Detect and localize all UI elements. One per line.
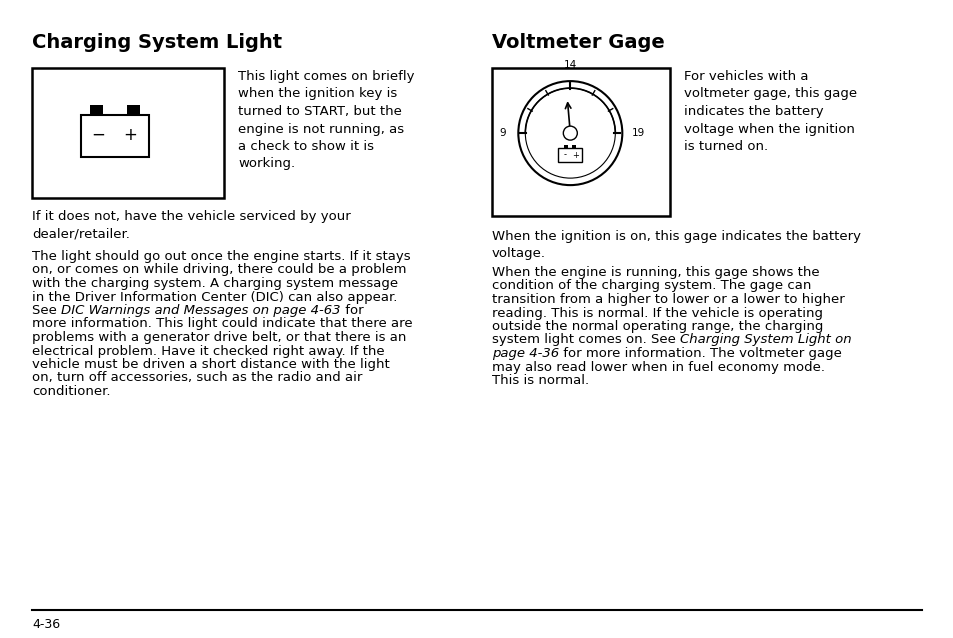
Bar	[572, 145, 576, 148]
Bar	[492, 68, 669, 216]
Bar	[32, 68, 224, 198]
Text: −: −	[91, 126, 106, 144]
Bar	[90, 105, 103, 115]
Text: 14: 14	[563, 60, 577, 70]
Bar	[564, 145, 568, 148]
Text: vehicle must be driven a short distance with the light: vehicle must be driven a short distance …	[32, 358, 390, 371]
Text: Voltmeter Gage: Voltmeter Gage	[492, 33, 664, 52]
Text: This light comes on briefly
when the ignition key is
turned to START, but the
en: This light comes on briefly when the ign…	[237, 70, 414, 170]
Text: for: for	[340, 304, 363, 317]
Text: The light should go out once the engine starts. If it stays: The light should go out once the engine …	[32, 250, 410, 263]
Text: on, or comes on while driving, there could be a problem: on, or comes on while driving, there cou…	[32, 263, 406, 276]
Text: 9: 9	[498, 128, 505, 138]
Text: reading. This is normal. If the vehicle is operating: reading. This is normal. If the vehicle …	[492, 306, 822, 320]
Text: When the engine is running, this gage shows the: When the engine is running, this gage sh…	[492, 266, 819, 279]
Text: 4-36: 4-36	[32, 618, 60, 631]
Bar	[558, 148, 581, 162]
Circle shape	[517, 81, 621, 185]
Text: condition of the charging system. The gage can: condition of the charging system. The ga…	[492, 279, 810, 292]
Text: +: +	[571, 151, 578, 160]
Text: When the ignition is on, this gage indicates the battery
voltage.: When the ignition is on, this gage indic…	[492, 230, 861, 260]
Text: conditioner.: conditioner.	[32, 385, 111, 398]
Text: more information. This light could indicate that there are: more information. This light could indic…	[32, 318, 413, 330]
Text: For vehicles with a
voltmeter gage, this gage
indicates the battery
voltage when: For vehicles with a voltmeter gage, this…	[683, 70, 856, 153]
Text: with the charging system. A charging system message: with the charging system. A charging sys…	[32, 277, 397, 290]
Circle shape	[525, 88, 615, 178]
Text: problems with a generator drive belt, or that there is an: problems with a generator drive belt, or…	[32, 331, 406, 344]
Text: DIC Warnings and Messages on page 4-63: DIC Warnings and Messages on page 4-63	[61, 304, 340, 317]
Text: +: +	[124, 126, 137, 144]
Text: 19: 19	[631, 128, 644, 138]
Text: may also read lower when in fuel economy mode.: may also read lower when in fuel economy…	[492, 360, 824, 373]
Text: in the Driver Information Center (DIC) can also appear.: in the Driver Information Center (DIC) c…	[32, 290, 397, 304]
Text: electrical problem. Have it checked right away. If the: electrical problem. Have it checked righ…	[32, 345, 384, 357]
Text: for more information. The voltmeter gage: for more information. The voltmeter gage	[558, 347, 841, 360]
Text: transition from a higher to lower or a lower to higher: transition from a higher to lower or a l…	[492, 293, 843, 306]
Text: system light comes on. See: system light comes on. See	[492, 334, 679, 346]
Text: Charging System Light: Charging System Light	[32, 33, 282, 52]
Text: Charging System Light on: Charging System Light on	[679, 334, 851, 346]
Text: This is normal.: This is normal.	[492, 374, 589, 387]
Text: outside the normal operating range, the charging: outside the normal operating range, the …	[492, 320, 822, 333]
Text: See: See	[32, 304, 61, 317]
Text: on, turn off accessories, such as the radio and air: on, turn off accessories, such as the ra…	[32, 371, 362, 385]
Text: -: -	[563, 151, 566, 160]
Text: If it does not, have the vehicle serviced by your
dealer/retailer.: If it does not, have the vehicle service…	[32, 210, 351, 241]
Bar	[127, 105, 139, 115]
Bar	[80, 115, 149, 156]
Circle shape	[562, 126, 577, 140]
Text: page 4-36: page 4-36	[492, 347, 558, 360]
